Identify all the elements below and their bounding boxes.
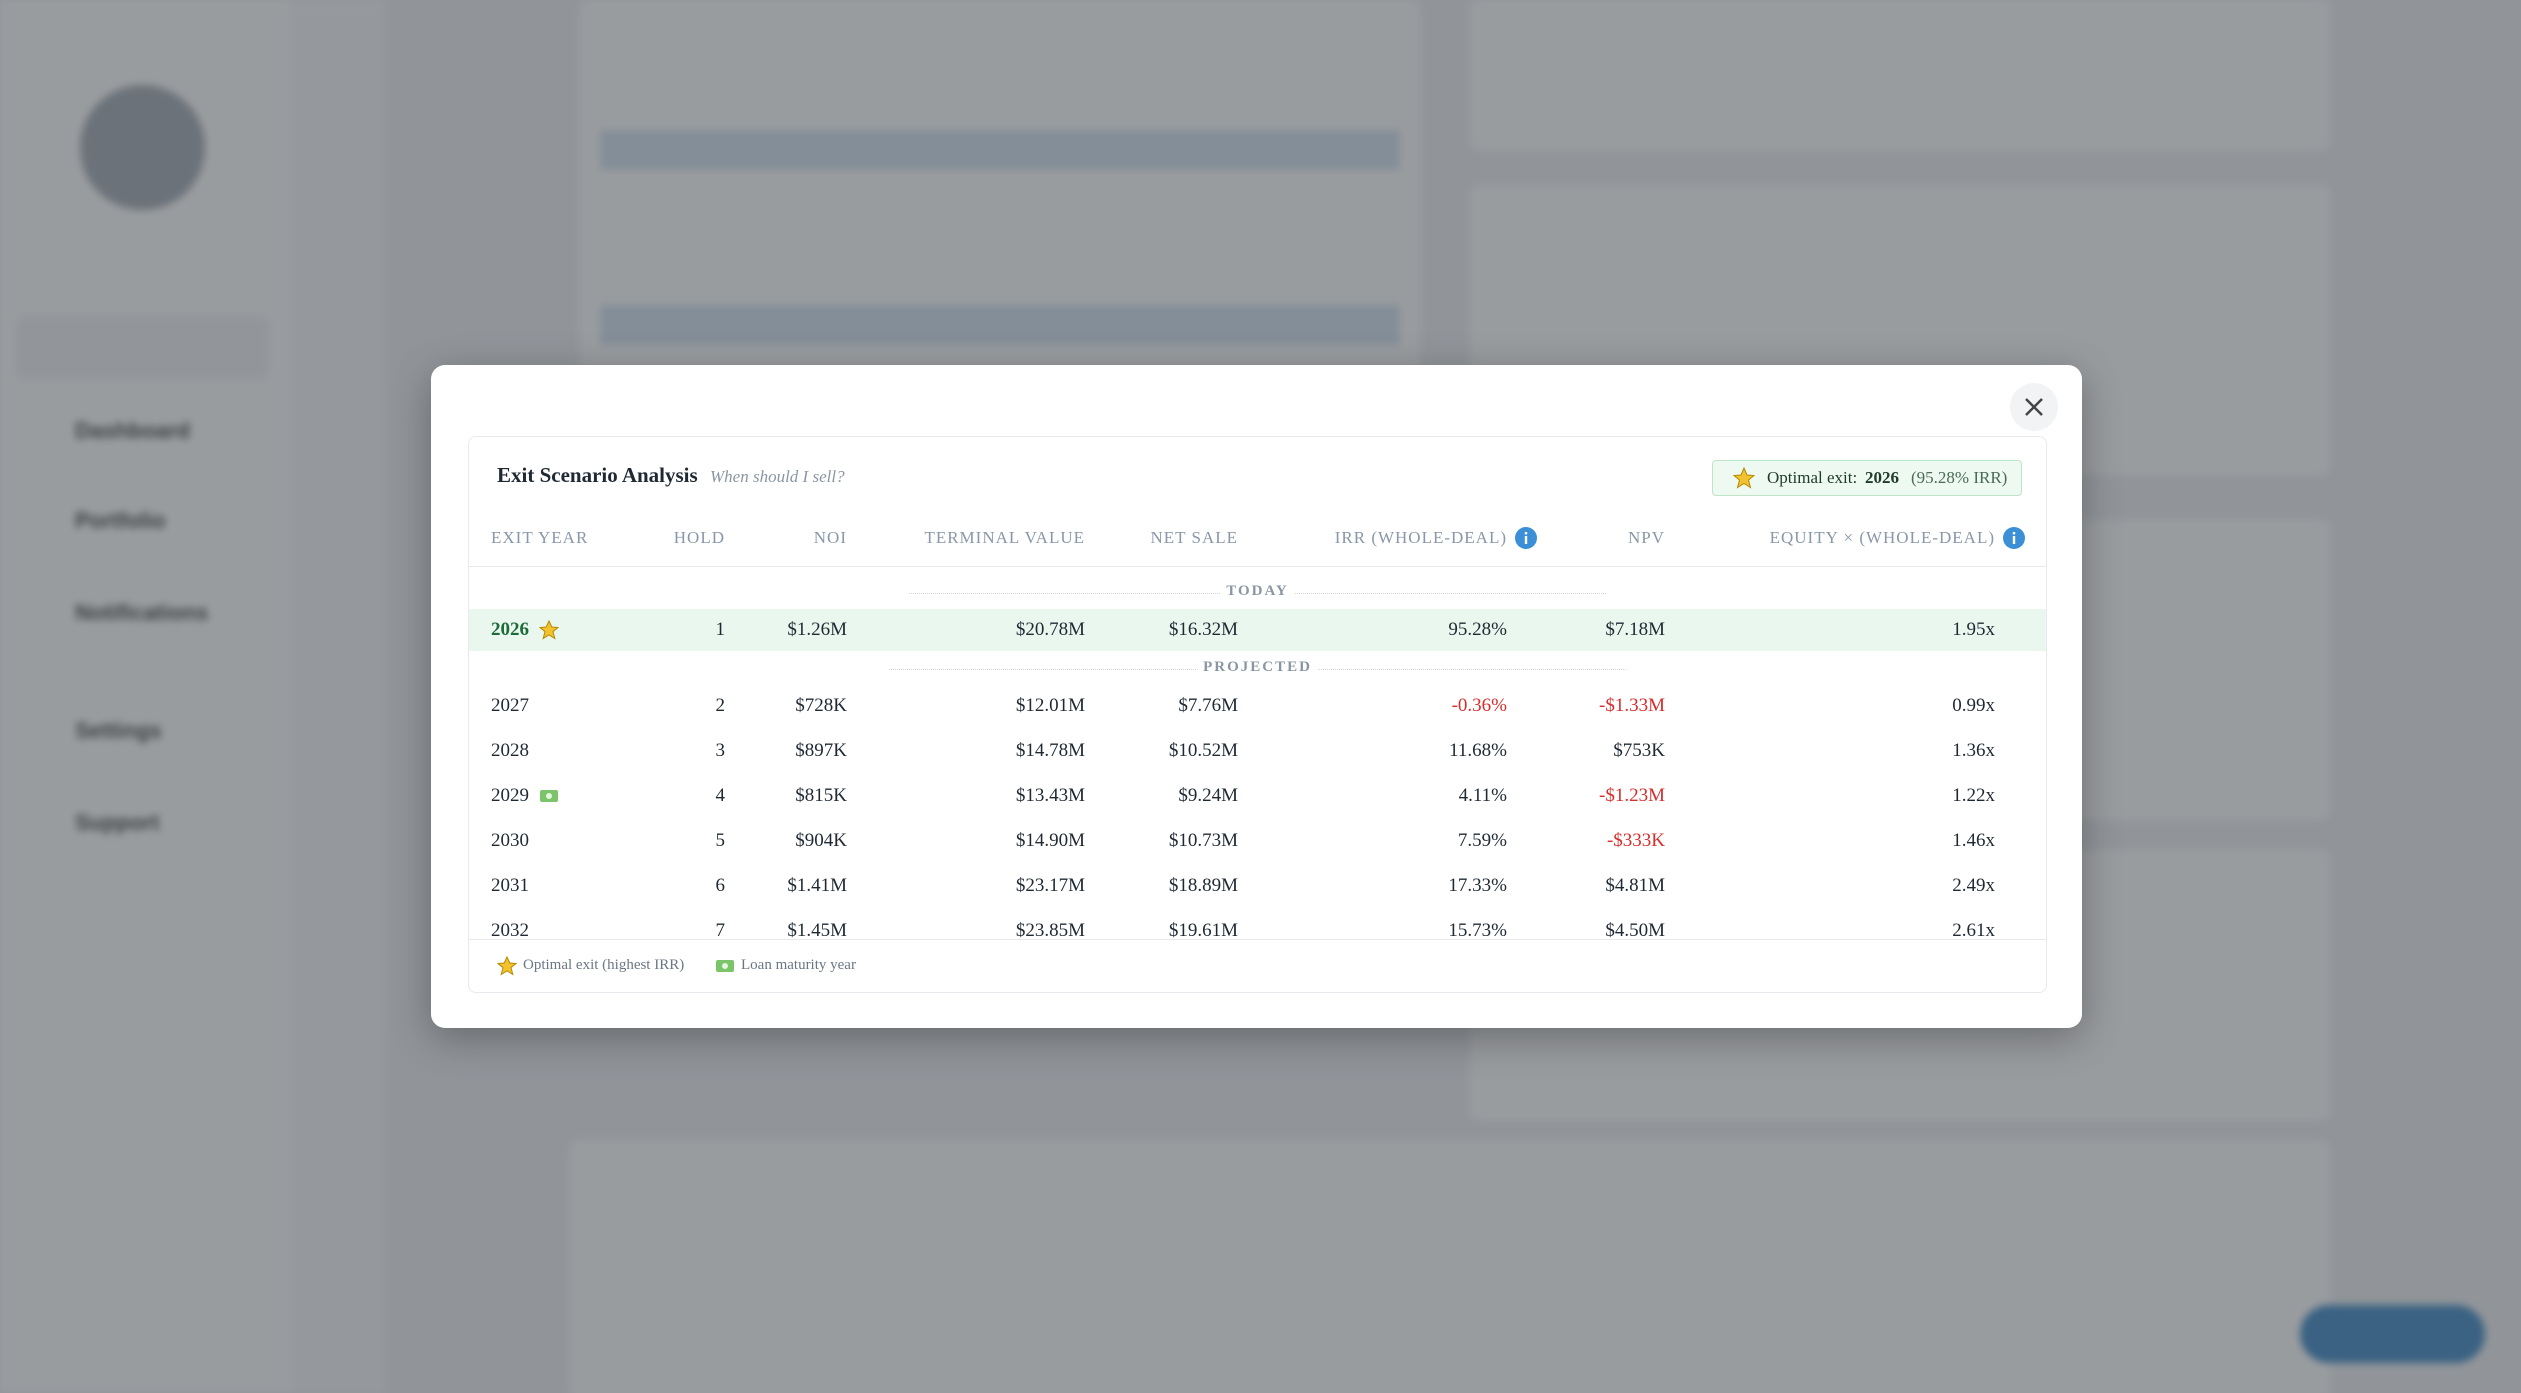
cell: $10.52M [1168,740,1238,761]
column-header: EXIT YEAR [491,528,589,547]
column-header: TERMINAL VALUE [924,528,1085,547]
cell: -$333K [1606,830,1665,851]
cell: 2028 [491,740,529,761]
cell: 1 [715,619,726,640]
subtitle: When should I sell? [710,467,845,486]
cell: $9.24M [1178,785,1238,806]
cell: 2029 [491,785,529,806]
badge-year: 2026 [1865,468,1899,487]
badge-prefix: Optimal exit: [1767,468,1858,487]
cell: $18.89M [1168,875,1238,896]
cell: 2031 [491,875,529,896]
exit-card: Exit Scenario Analysis When should I sel… [468,436,2047,993]
cell: 1.36x [1952,740,1995,761]
info-icon[interactable] [2003,527,2025,549]
cell: 1.46x [1952,830,1995,851]
star-icon [539,620,559,640]
cell: $14.78M [1015,740,1085,761]
cell: $13.43M [1015,785,1085,806]
cell: 6 [715,875,726,896]
cell: $23.17M [1015,875,1085,896]
cell: $728K [795,695,847,716]
badge-detail: (95.28% IRR) [1911,468,2008,487]
cell: 95.28% [1448,619,1507,640]
cell: 4 [715,785,726,806]
cell: $904K [795,830,847,851]
cell: $4.81M [1605,875,1665,896]
cell: $23.85M [1015,920,1085,941]
column-header: HOLD [673,528,725,547]
cell: 15.73% [1448,920,1507,941]
title: Exit Scenario Analysis [497,463,698,487]
cell: 2032 [491,920,529,941]
cell: 4.11% [1458,785,1507,806]
cell: $1.45M [787,920,847,941]
cell: $20.78M [1015,619,1085,640]
column-header: NET SALE [1150,528,1238,547]
money-icon [540,790,558,802]
cell: $1.26M [787,619,847,640]
cell: $4.50M [1605,920,1665,941]
cell: 11.68% [1449,740,1507,761]
cell: $7.18M [1605,619,1665,640]
column-header: IRR (WHOLE-DEAL) [1334,528,1507,547]
divider [469,939,2046,940]
legend-label: Optimal exit (highest IRR) [523,957,685,973]
column-header: NPV [1627,528,1665,547]
section-label: TODAY [1220,583,1295,600]
legend-label: Loan maturity year [741,957,856,973]
cell: 2.61x [1952,920,1995,941]
cell: 2.49x [1952,875,1995,896]
cell: $1.41M [787,875,847,896]
star-icon [1733,467,1755,489]
cell: $897K [795,740,847,761]
cell: $14.90M [1015,830,1085,851]
cell: 2026 [491,619,529,640]
cell: 0.99x [1952,695,1995,716]
cell: $753K [1613,740,1665,761]
cell: 7.59% [1457,830,1507,851]
column-header: EQUITY × (WHOLE-DEAL) [1769,528,1995,547]
cell: 2030 [491,830,529,851]
section-label: PROJECTED [1197,659,1318,676]
legend-icon [497,956,517,976]
cell: 17.33% [1448,875,1507,896]
close-button[interactable] [2010,383,2058,431]
cell: 3 [715,740,726,761]
cell: -$1.23M [1599,785,1665,806]
info-icon[interactable] [1515,527,1537,549]
cell: $7.76M [1178,695,1238,716]
cell: 7 [715,920,726,941]
cell: $10.73M [1168,830,1238,851]
legend-icon [716,960,734,972]
cell: 2027 [491,695,529,716]
cell: $16.32M [1168,619,1238,640]
optimal-badge: Optimal exit: 2026 (95.28% IRR) [1712,460,2022,496]
cell: 1.95x [1952,619,1995,640]
divider [469,566,2046,567]
cell: 5 [715,830,726,851]
column-header: NOI [813,528,847,547]
cell: -$1.33M [1599,695,1665,716]
cell: $815K [795,785,847,806]
cell: $19.61M [1168,920,1238,941]
cell: -0.36% [1451,695,1507,716]
optimal-row-bg [469,609,2046,651]
cell: 1.22x [1952,785,1995,806]
cell: $12.01M [1015,695,1085,716]
cell: 2 [715,695,726,716]
